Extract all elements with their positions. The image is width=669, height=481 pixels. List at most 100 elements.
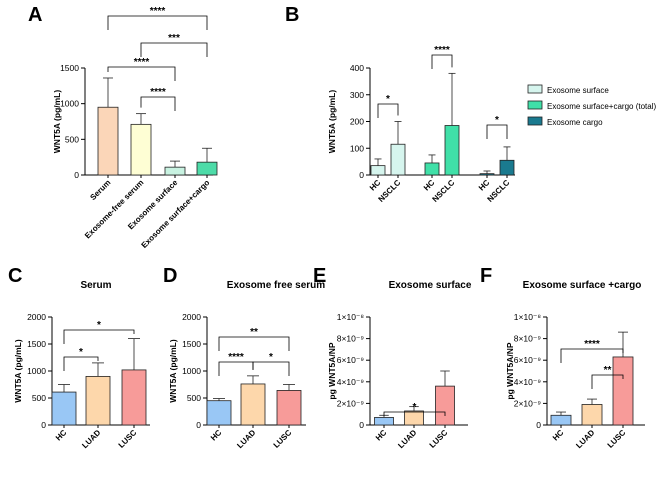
significance-label: ** — [250, 327, 258, 338]
y-tick-label: 2000 — [27, 312, 46, 322]
significance-bracket — [140, 42, 208, 57]
y-tick-label: 200 — [350, 117, 364, 127]
significance-label: * — [386, 94, 390, 105]
bar — [499, 159, 515, 176]
y-tick-label: 0 — [74, 170, 79, 180]
y-tick-label: 6×10⁻⁹ — [514, 355, 542, 365]
panel-label-A: A — [28, 4, 42, 26]
y-tick-label: 500 — [65, 134, 79, 144]
bar — [374, 417, 394, 426]
y-tick-label: 300 — [350, 90, 364, 100]
y-tick-label: 1500 — [27, 339, 46, 349]
legend-label: Exosome surface+cargo (total) — [547, 102, 656, 111]
y-tick-label: 2×10⁻⁹ — [337, 398, 365, 408]
panel-E: E Exosome surface 0 2×10⁻⁹ 4×10⁻⁹ 6×10⁻⁹ 8×10⁻… — [313, 265, 472, 450]
panel-C: C Serum 0 500 1000 1500 2000 WNT5A (pg/mL) HC LUA… — [8, 265, 150, 450]
x-tick-label: LUSC — [272, 428, 294, 450]
legend: Exosome surface Exosome surface+cargo (to… — [527, 84, 656, 127]
bar — [550, 414, 572, 426]
bar — [444, 125, 460, 176]
panel-label-D: D — [163, 265, 177, 287]
bar — [121, 369, 147, 426]
x-tick-label: LUSC — [117, 428, 139, 450]
y-tick-label: 6×10⁻⁹ — [337, 355, 365, 365]
significance-bracket — [377, 103, 399, 118]
bar — [276, 390, 302, 426]
panel-D: D Exosome free serum 0 500 1000 1500 2000 WNT5A… — [163, 265, 325, 450]
significance-bracket — [218, 361, 254, 376]
y-tick-label: 2×10⁻⁹ — [514, 398, 542, 408]
bar — [581, 404, 603, 426]
significance-bracket — [107, 66, 176, 81]
y-tick-label: 2000 — [182, 312, 201, 322]
significance-label: **** — [134, 57, 150, 68]
significance-label: **** — [228, 352, 244, 363]
y-tick-label: 500 — [32, 393, 46, 403]
significance-label: **** — [434, 45, 450, 56]
x-tick-label: HC — [368, 178, 383, 193]
x-tick-label: HC — [209, 428, 224, 443]
y-axis-label: WNT5A (pg/mL) — [327, 90, 337, 154]
y-axis-label: pg WNT5A/NP — [327, 342, 337, 399]
x-tick-label: HC — [422, 178, 437, 193]
x-tick-label: LUAD — [80, 428, 102, 450]
x-tick-label: NSCLC — [486, 178, 512, 204]
significance-bracket — [63, 329, 135, 344]
y-tick-label: 500 — [187, 393, 201, 403]
bar — [97, 106, 119, 176]
y-axis-label: WNT5A (pg/mL) — [52, 90, 62, 154]
panel-A: A 0 500 1000 1500 WNT5A (pg/mL) SerumExosome-f… — [28, 4, 218, 250]
bar — [51, 391, 77, 426]
bar — [390, 143, 406, 176]
x-tick-label: Exosome-free serum — [83, 178, 145, 240]
bar — [612, 356, 634, 426]
significance-label: * — [97, 320, 101, 331]
significance-label: **** — [584, 339, 600, 350]
y-axis-label: WNT5A (pg/mL) — [13, 339, 23, 403]
significance-label: **** — [150, 87, 166, 98]
significance-bracket — [560, 348, 624, 363]
chart-title: Serum — [80, 280, 111, 291]
y-tick-label: 1×10⁻⁸ — [514, 312, 542, 322]
y-tick-label: 1000 — [27, 366, 46, 376]
panel-label-C: C — [8, 265, 22, 287]
x-tick-label: Serum — [88, 178, 112, 202]
y-tick-label: 100 — [350, 143, 364, 153]
y-tick-label: 1500 — [60, 63, 79, 73]
bar — [404, 410, 424, 426]
significance-label: ** — [604, 365, 612, 376]
significance-label: *** — [168, 33, 180, 44]
y-tick-label: 1000 — [60, 99, 79, 109]
x-tick-label: NSCLC — [431, 178, 457, 204]
y-axis-label: WNT5A (pg/mL) — [168, 339, 178, 403]
significance-bracket — [591, 374, 624, 389]
legend-label: Exosome cargo — [547, 118, 603, 127]
y-tick-label: 0 — [536, 420, 541, 430]
legend-label: Exosome surface — [547, 86, 609, 95]
x-tick-label: NSCLC — [377, 178, 403, 204]
significance-bracket — [140, 96, 176, 111]
significance-label: * — [495, 115, 499, 126]
bar — [424, 162, 440, 176]
y-tick-label: 0 — [41, 420, 46, 430]
x-tick-label: HC — [54, 428, 69, 443]
significance-bracket — [252, 361, 290, 376]
y-tick-label: 0 — [359, 420, 364, 430]
bar — [435, 385, 455, 426]
significance-bracket — [107, 15, 208, 30]
y-tick-label: 1000 — [182, 366, 201, 376]
bar — [85, 375, 111, 426]
y-tick-label: 0 — [359, 170, 364, 180]
y-tick-label: 4×10⁻⁹ — [514, 377, 542, 387]
bar — [206, 400, 232, 426]
significance-bracket — [383, 411, 446, 416]
chart-title: Exosome surface +cargo — [523, 280, 642, 291]
legend-swatch — [527, 116, 543, 126]
panel-label-E: E — [313, 265, 326, 287]
legend-swatch — [527, 100, 543, 110]
significance-bracket — [218, 336, 290, 351]
x-tick-label: HC — [477, 178, 492, 193]
y-tick-label: 1×10⁻⁸ — [337, 312, 365, 322]
